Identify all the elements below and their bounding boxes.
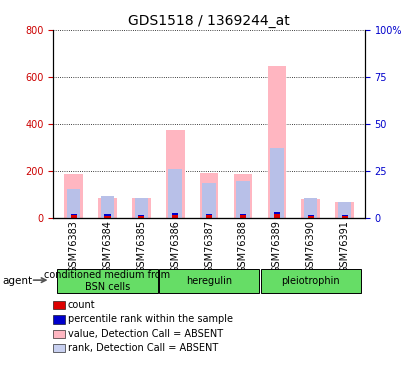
Bar — [233, 174, 252, 217]
Bar — [239, 215, 245, 217]
Text: GSM76386: GSM76386 — [170, 220, 180, 273]
Title: GDS1518 / 1369244_at: GDS1518 / 1369244_at — [128, 13, 289, 28]
Bar — [138, 216, 144, 217]
Bar — [267, 66, 285, 218]
Text: GSM76390: GSM76390 — [305, 220, 315, 273]
Text: GSM76387: GSM76387 — [204, 220, 213, 273]
FancyBboxPatch shape — [57, 269, 157, 293]
Text: rank, Detection Call = ABSENT: rank, Detection Call = ABSENT — [67, 343, 217, 353]
Bar — [337, 202, 351, 217]
Bar — [273, 212, 279, 214]
Bar — [273, 214, 279, 217]
Bar — [132, 198, 151, 217]
Bar — [206, 215, 211, 217]
FancyBboxPatch shape — [260, 269, 360, 293]
Bar — [270, 148, 283, 217]
Text: GSM76388: GSM76388 — [237, 220, 247, 273]
Bar — [335, 202, 353, 217]
Bar — [341, 216, 347, 217]
Bar — [168, 170, 182, 217]
Text: value, Detection Call = ABSENT: value, Detection Call = ABSENT — [67, 329, 222, 339]
Bar — [134, 198, 148, 217]
Bar — [206, 214, 211, 215]
Bar — [98, 198, 117, 217]
Bar — [70, 214, 76, 215]
Text: heregulin: heregulin — [186, 276, 231, 286]
Text: GSM76385: GSM76385 — [136, 220, 146, 273]
Bar — [301, 199, 319, 217]
Text: GSM76383: GSM76383 — [68, 220, 79, 273]
Bar — [166, 130, 184, 218]
Bar — [307, 215, 313, 216]
Bar — [341, 215, 347, 216]
Bar — [239, 214, 245, 215]
FancyBboxPatch shape — [159, 269, 258, 293]
Bar — [202, 183, 216, 218]
Bar — [199, 173, 218, 217]
Text: agent: agent — [2, 276, 32, 285]
Bar — [236, 181, 249, 218]
Bar — [172, 213, 178, 214]
Bar — [307, 216, 313, 217]
Text: conditioned medium from
BSN cells: conditioned medium from BSN cells — [44, 270, 170, 292]
Bar — [172, 214, 178, 217]
Text: GSM76389: GSM76389 — [271, 220, 281, 273]
Text: GSM76384: GSM76384 — [102, 220, 112, 273]
Bar — [303, 198, 317, 217]
Bar — [104, 214, 110, 216]
Bar — [138, 214, 144, 216]
Text: pleiotrophin: pleiotrophin — [281, 276, 339, 286]
Bar — [70, 215, 76, 217]
Bar — [104, 216, 110, 217]
Bar — [67, 189, 80, 217]
Bar — [101, 196, 114, 217]
Bar — [64, 174, 83, 217]
Text: percentile rank within the sample: percentile rank within the sample — [67, 315, 232, 324]
Text: GSM76391: GSM76391 — [339, 220, 349, 273]
Text: count: count — [67, 300, 95, 310]
